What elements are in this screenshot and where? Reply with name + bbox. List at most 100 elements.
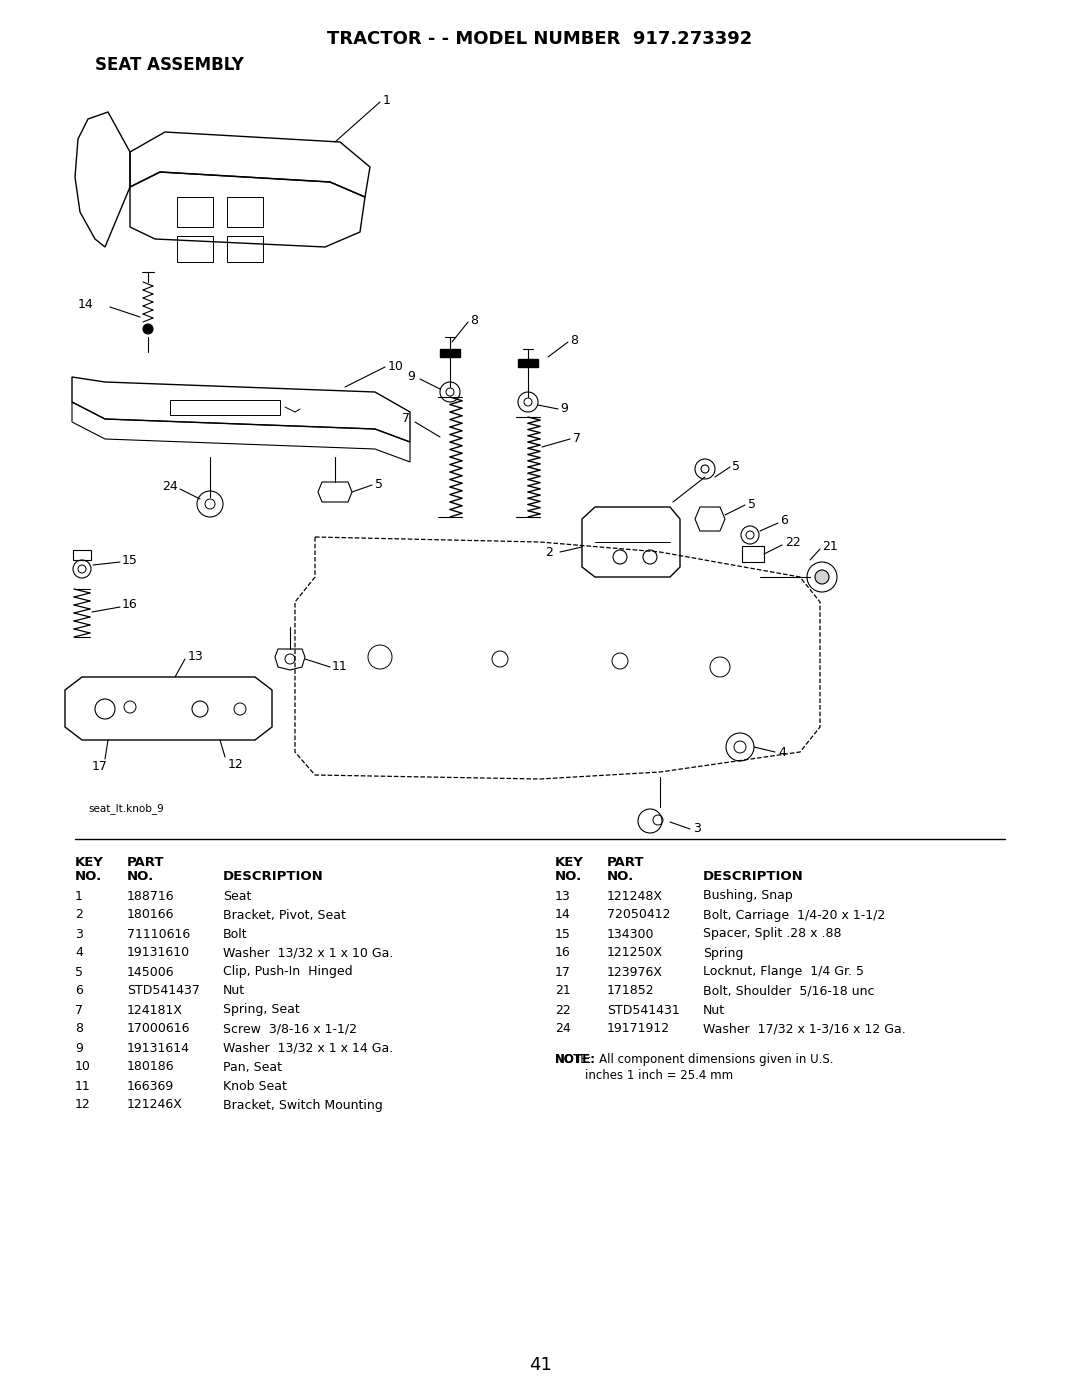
Text: Spring, Seat: Spring, Seat [222, 1003, 300, 1017]
Text: 166369: 166369 [127, 1080, 174, 1092]
Text: 22: 22 [555, 1003, 570, 1017]
Text: 123976X: 123976X [607, 965, 663, 978]
Bar [518, 359, 538, 367]
Text: DESCRIPTION: DESCRIPTION [222, 870, 324, 883]
Text: 7: 7 [573, 433, 581, 446]
Text: 3: 3 [75, 928, 83, 940]
Text: 11: 11 [332, 661, 348, 673]
Text: 9: 9 [561, 402, 568, 415]
Text: seat_lt.knob_9: seat_lt.knob_9 [87, 803, 164, 814]
Text: 4: 4 [778, 746, 786, 759]
Text: TRACTOR - - MODEL NUMBER  917.273392: TRACTOR - - MODEL NUMBER 917.273392 [327, 29, 753, 47]
Circle shape [815, 570, 829, 584]
Text: STD541437: STD541437 [127, 985, 200, 997]
Text: 180186: 180186 [127, 1060, 175, 1073]
Text: Bracket, Pivot, Seat: Bracket, Pivot, Seat [222, 908, 346, 922]
Text: 19171912: 19171912 [607, 1023, 670, 1035]
Text: 17: 17 [555, 965, 571, 978]
Text: Nut: Nut [222, 985, 245, 997]
Text: 41: 41 [528, 1356, 552, 1375]
Text: Spacer, Split .28 x .88: Spacer, Split .28 x .88 [703, 928, 841, 940]
Text: 7: 7 [75, 1003, 83, 1017]
Text: Spring: Spring [703, 947, 743, 960]
Text: 24: 24 [555, 1023, 570, 1035]
Text: KEY: KEY [75, 855, 104, 869]
Text: 180166: 180166 [127, 908, 175, 922]
Text: 1: 1 [383, 94, 391, 106]
Text: 171852: 171852 [607, 985, 654, 997]
Bar [440, 349, 460, 358]
Text: PART: PART [607, 855, 645, 869]
Text: Pan, Seat: Pan, Seat [222, 1060, 282, 1073]
Text: Bushing, Snap: Bushing, Snap [703, 890, 793, 902]
Bar [742, 546, 764, 562]
Text: 24: 24 [162, 481, 178, 493]
Text: 145006: 145006 [127, 965, 175, 978]
Text: NOTE:  All component dimensions given in U.S.: NOTE: All component dimensions given in … [555, 1053, 834, 1066]
Text: 10: 10 [388, 360, 404, 373]
Text: 17: 17 [92, 760, 108, 774]
Text: DESCRIPTION: DESCRIPTION [703, 870, 804, 883]
Text: 5: 5 [732, 461, 740, 474]
Text: NOTE:: NOTE: [555, 1053, 596, 1066]
Text: Seat: Seat [222, 890, 252, 902]
Text: 5: 5 [748, 499, 756, 511]
Bar [170, 400, 280, 415]
Text: 15: 15 [555, 928, 571, 940]
Text: 9: 9 [407, 370, 415, 384]
Text: 121246X: 121246X [127, 1098, 183, 1112]
Text: Bracket, Switch Mounting: Bracket, Switch Mounting [222, 1098, 382, 1112]
Text: STD541431: STD541431 [607, 1003, 679, 1017]
Text: 22: 22 [785, 536, 800, 549]
Text: 2: 2 [75, 908, 83, 922]
Text: 19131610: 19131610 [127, 947, 190, 960]
Text: 21: 21 [822, 541, 838, 553]
Text: Washer  17/32 x 1-3/16 x 12 Ga.: Washer 17/32 x 1-3/16 x 12 Ga. [703, 1023, 906, 1035]
Text: 16: 16 [555, 947, 570, 960]
Text: NO.: NO. [607, 870, 634, 883]
Text: Nut: Nut [703, 1003, 725, 1017]
Text: 3: 3 [693, 823, 701, 835]
Text: 16: 16 [122, 598, 138, 612]
Text: NO.: NO. [75, 870, 103, 883]
Text: 14: 14 [555, 908, 570, 922]
Text: 13: 13 [555, 890, 570, 902]
Text: 6: 6 [75, 985, 83, 997]
Text: 72050412: 72050412 [607, 908, 671, 922]
Text: Bolt, Shoulder  5/16-18 unc: Bolt, Shoulder 5/16-18 unc [703, 985, 875, 997]
Text: 10: 10 [75, 1060, 91, 1073]
Text: 188716: 188716 [127, 890, 175, 902]
Text: 6: 6 [780, 514, 788, 527]
Bar [227, 236, 264, 263]
Text: Knob Seat: Knob Seat [222, 1080, 287, 1092]
Text: 19131614: 19131614 [127, 1042, 190, 1055]
Text: Washer  13/32 x 1 x 14 Ga.: Washer 13/32 x 1 x 14 Ga. [222, 1042, 393, 1055]
Text: Washer  13/32 x 1 x 10 Ga.: Washer 13/32 x 1 x 10 Ga. [222, 947, 393, 960]
Bar [177, 197, 213, 226]
Text: 8: 8 [75, 1023, 83, 1035]
Text: Locknut, Flange  1/4 Gr. 5: Locknut, Flange 1/4 Gr. 5 [703, 965, 864, 978]
Text: 134300: 134300 [607, 928, 654, 940]
Text: NO.: NO. [555, 870, 582, 883]
Text: NO.: NO. [127, 870, 154, 883]
Text: 8: 8 [470, 313, 478, 327]
Text: 14: 14 [78, 299, 94, 312]
Text: 11: 11 [75, 1080, 91, 1092]
Text: 12: 12 [75, 1098, 91, 1112]
Text: 17000616: 17000616 [127, 1023, 190, 1035]
Text: 5: 5 [375, 479, 383, 492]
Text: 121248X: 121248X [607, 890, 663, 902]
Text: inches 1 inch = 25.4 mm: inches 1 inch = 25.4 mm [555, 1069, 733, 1083]
Text: 4: 4 [75, 947, 83, 960]
Text: 8: 8 [570, 334, 578, 346]
Bar [227, 197, 264, 226]
Text: 1: 1 [75, 890, 83, 902]
Text: PART: PART [127, 855, 164, 869]
Bar [177, 236, 213, 263]
Text: Bolt, Carriage  1/4-20 x 1-1/2: Bolt, Carriage 1/4-20 x 1-1/2 [703, 908, 886, 922]
Text: Screw  3/8-16 x 1-1/2: Screw 3/8-16 x 1-1/2 [222, 1023, 357, 1035]
Text: 12: 12 [228, 757, 244, 771]
Text: SEAT ASSEMBLY: SEAT ASSEMBLY [95, 56, 244, 74]
Text: Bolt: Bolt [222, 928, 247, 940]
Circle shape [143, 324, 153, 334]
